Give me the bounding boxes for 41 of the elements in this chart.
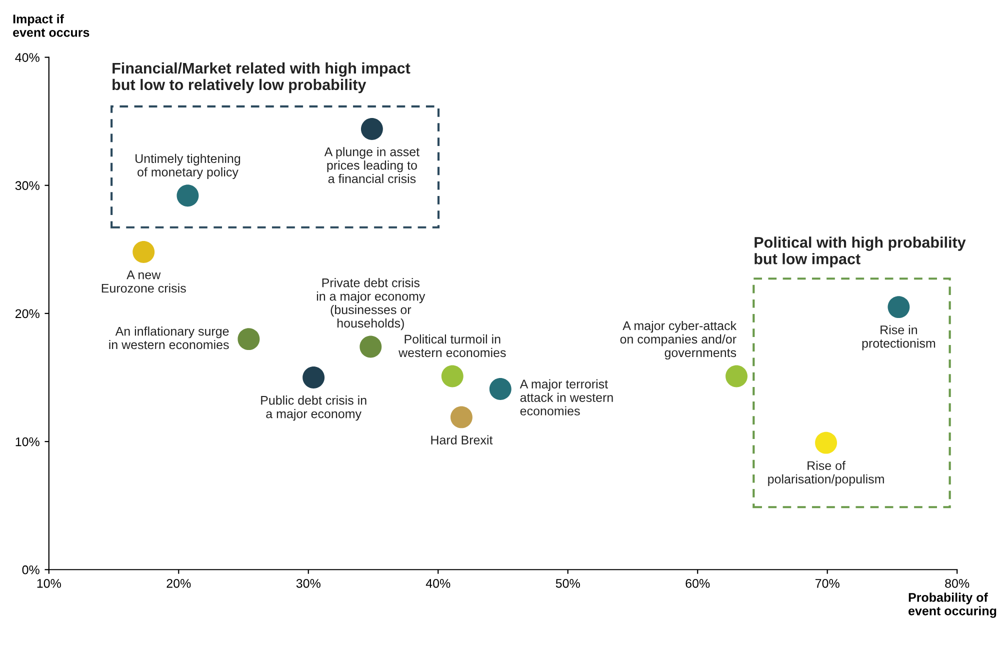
annotation: Hard Brexit	[431, 435, 493, 444]
x-tick-label: 10%	[37, 578, 61, 588]
point	[238, 328, 260, 350]
x-tick-label: 50%	[556, 578, 580, 588]
annotation: Rise in protectionism	[862, 325, 936, 350]
annotation: Private debt crisis in a major economy (businesses or households)	[316, 278, 426, 330]
point	[176, 184, 199, 207]
x-tick-label: 30%	[296, 578, 320, 588]
x-axis-title: Probability of event occuring	[908, 592, 996, 618]
x-tick-label: 20%	[166, 578, 191, 588]
annotation: Political with high probability but low impact	[754, 236, 966, 268]
y-tick-label: 20%	[15, 309, 40, 318]
point	[360, 336, 382, 358]
x-tick-label: 60%	[686, 578, 710, 588]
annotation: Political turmoil in western economies	[398, 334, 506, 358]
point	[489, 378, 512, 400]
point	[360, 118, 383, 140]
y-tick-label: 0%	[22, 565, 40, 574]
annotation: A new Eurozone crisis	[102, 270, 186, 293]
point	[441, 365, 464, 388]
y-axis-title: Impact if event occurs	[13, 14, 90, 37]
point	[815, 432, 838, 454]
point	[302, 366, 325, 388]
x-tick-label: 40%	[426, 578, 450, 588]
annotation: A major cyber-attack on companies and/or governments	[620, 320, 737, 360]
annotation: Public debt crisis in a major economy	[261, 396, 366, 421]
y-tick-label: 10%	[16, 437, 40, 446]
annotation: A major terrorist attack in western economies	[520, 379, 613, 416]
annotation: Rise of polarisation/populism	[768, 460, 884, 486]
annotation: Untimely tightening of monetary policy	[136, 154, 240, 179]
annotation: An inflationary surge in western economies	[109, 326, 229, 350]
y-tick-label: 30%	[15, 181, 40, 190]
x-tick-label: 80%	[945, 578, 970, 588]
x-tick-label: 70%	[815, 578, 840, 588]
point	[450, 406, 472, 428]
annotation: A plunge in asset prices leading to a financial crisis	[324, 147, 420, 184]
point	[888, 296, 910, 318]
point	[132, 240, 155, 263]
point	[726, 365, 748, 388]
y-tick-label: 40%	[15, 53, 40, 62]
annotation: Financial/Market related with high impact but low to relatively low probability	[112, 62, 410, 94]
